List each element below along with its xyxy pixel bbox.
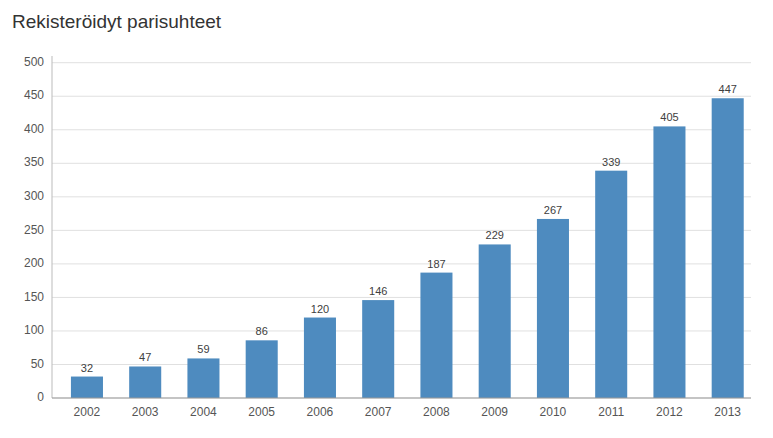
bar [537,219,569,398]
data-labels: 32 47 59 86 120 146 187 229 267 339 405 447 [81,83,737,373]
data-label: 405 [660,111,678,123]
grid-line [52,62,751,63]
background [0,0,773,438]
y-tick-label: 200 [24,256,44,270]
y-tick-label: 300 [24,189,44,203]
data-label: 146 [369,285,387,297]
y-axis-line [52,56,53,398]
grid-line [52,196,751,197]
bar [362,300,394,398]
bar [304,318,336,398]
y-tick-label: 400 [24,122,44,136]
chart-title: Rekisteröidyt parisuhteet [12,11,222,32]
grid-line [52,263,751,264]
x-tick-label: 2008 [423,405,450,419]
y-tick-label: 500 [24,55,44,69]
data-label: 339 [602,156,620,168]
x-tick-label: 2007 [365,405,392,419]
x-tick-label: 2003 [132,405,159,419]
data-label: 187 [427,258,445,270]
grid-line [52,330,751,331]
chart-container: 0501001502002503003504004505002002200320… [0,0,773,438]
x-axis: 2002 2003 2004 2005 2006 2007 2008 2009 2010 2011… [52,398,751,419]
x-tick-label: 2006 [307,405,334,419]
x-tick-label: 2002 [74,405,101,419]
y-tick-label: 350 [24,155,44,169]
grid [52,63,751,398]
x-axis-line [52,398,751,399]
x-tick-label: 2009 [481,405,508,419]
x-tick-label: 2012 [656,405,683,419]
y-tick-label: 150 [24,290,44,304]
y-tick-label: 100 [24,323,44,337]
bar [595,171,627,398]
grid-line [52,364,751,365]
bars [71,98,744,398]
x-tick-label: 2011 [598,405,624,419]
x-tick-label: 2010 [540,405,567,419]
data-label: 86 [256,325,268,337]
y-axis: 0 50 100 150 200 250 300 350 400 450 500 [24,55,52,404]
bar [129,366,161,398]
data-label: 229 [486,229,504,241]
data-label: 267 [544,204,562,216]
data-label: 59 [197,343,209,355]
bar [479,244,511,398]
data-label: 47 [139,351,151,363]
grid-line [52,230,751,231]
y-tick-label: 0 [37,390,44,404]
x-tick-label: 2013 [714,405,741,419]
data-label: 120 [311,303,329,315]
data-label: 447 [719,83,737,95]
bar [71,377,103,398]
chart-svg: 0501001502002503003504004505002002200320… [0,0,773,438]
y-tick-label: 50 [31,357,45,371]
bar [420,273,452,398]
grid-line [52,163,751,164]
x-tick-label: 2004 [190,405,217,419]
data-label: 32 [81,362,93,374]
y-tick-label: 250 [24,223,44,237]
bar [653,126,685,398]
grid-line [52,297,751,298]
grid-line [52,129,751,130]
grid-line [52,398,751,399]
bar [246,340,278,398]
bar [712,98,744,398]
bar [187,358,219,398]
x-tick-label: 2005 [248,405,275,419]
grid-line [52,96,751,97]
y-tick-label: 450 [24,88,44,102]
